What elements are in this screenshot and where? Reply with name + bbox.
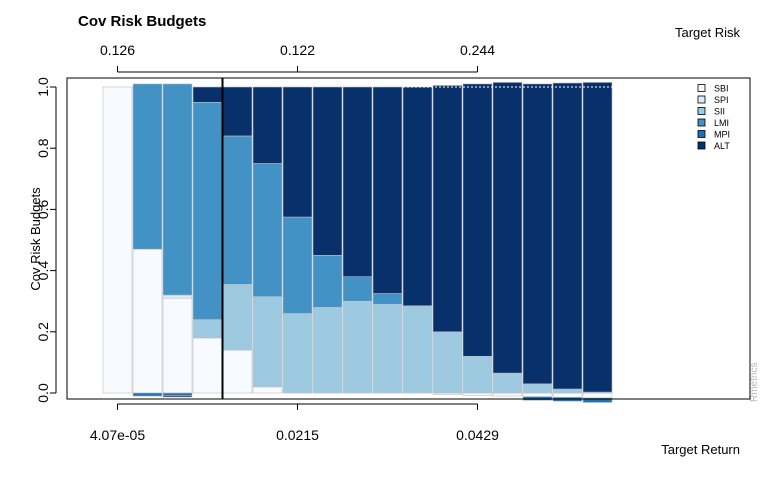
y-tick-label: 0.2 (35, 322, 51, 342)
y-tick-label: 1.0 (35, 77, 51, 97)
bar-segment-alt (162, 395, 193, 398)
bar-segment-alt (402, 86, 433, 307)
bar-segment-alt (282, 86, 313, 218)
bar-segment-mpi (132, 392, 163, 397)
bar-segment-sii (252, 296, 283, 388)
legend-swatch-lmi (697, 118, 706, 127)
bar-segment-sbi (522, 392, 553, 397)
bar-segment-sii (552, 388, 583, 394)
bar-segment-mpi (162, 392, 193, 396)
bar-segment-alt (312, 86, 343, 256)
bar-segment-sbi (102, 86, 133, 394)
bar-segment-sii (462, 355, 493, 394)
y-tick-label: 0.4 (35, 261, 51, 281)
bar-segment-sbi (222, 349, 253, 394)
bar-segment-sii (402, 305, 433, 394)
legend-label-sbi: SBI (714, 84, 729, 94)
bar-segment-alt (432, 85, 463, 333)
bar-segment-sbi (492, 392, 523, 397)
x-tick-label: 0.0215 (276, 427, 319, 443)
bar-segment-lmi (192, 102, 223, 320)
top-tick-label: 0.126 (100, 42, 135, 58)
bar-segment-sii (222, 284, 253, 351)
chart-title: Cov Risk Budgets (78, 13, 206, 30)
bar-segment-alt (342, 86, 373, 278)
legend-swatch-spi (697, 95, 706, 104)
legend-label-spi: SPI (714, 95, 729, 105)
legend-label-lmi: LMI (714, 118, 729, 128)
bar-segment-lmi (162, 83, 193, 296)
bars-group (102, 82, 613, 403)
bar-segment-sii (312, 307, 343, 394)
rmetrics-credit: Rmetrics (749, 363, 760, 402)
bar-segment-lmi (222, 135, 253, 285)
bar-segment-sbi (132, 248, 163, 394)
bar-segment-lmi (312, 255, 343, 308)
legend-swatch-alt (697, 141, 706, 150)
bar-segment-lmi (252, 163, 283, 297)
bar-segment-alt (192, 86, 223, 103)
bar-segment-alt (552, 82, 583, 390)
bar-segment-lmi (342, 276, 373, 302)
top-axis-label: Target Risk (675, 25, 741, 40)
y-tick-label: 0.0 (35, 383, 51, 403)
legend-label-mpi: MPI (714, 130, 730, 140)
bar-segment-sii (342, 300, 373, 394)
bar-segment-sii (522, 383, 553, 394)
bar-segment-mpi (582, 397, 613, 403)
bar-segment-sii (492, 372, 523, 394)
bar-segment-sbi (192, 337, 223, 394)
top-tick-label: 0.122 (280, 42, 315, 58)
bar-segment-alt (522, 83, 553, 385)
bar-segment-alt (222, 86, 253, 137)
y-axis-label: Cov Risk Budgets (28, 187, 43, 291)
legend-swatch-mpi (697, 130, 706, 138)
bar-segment-sii (192, 319, 223, 339)
bar-segment-alt (582, 82, 613, 393)
axes-group: 0.0 0.2 0.4 0.6 0.8 1.0 4.07e-05 0.0215 0.0429 0.… (35, 42, 751, 443)
bar-segment-lmi (132, 83, 163, 250)
legend-label-alt: ALT (714, 141, 730, 151)
bar-segment-alt (462, 83, 493, 357)
x-tick-label: 4.07e-05 (90, 427, 145, 443)
bar-segment-sii (432, 331, 463, 394)
bar-segment-alt (252, 86, 283, 164)
bar-segment-sbi (552, 392, 583, 398)
plot-frame (66, 77, 751, 400)
bar-segment-sii (372, 303, 403, 394)
bar-segment-lmi (372, 293, 403, 305)
legend-swatch-sbi (697, 84, 706, 92)
y-tick-label: 0.6 (35, 199, 51, 219)
x-tick-label: 0.0429 (456, 427, 499, 443)
bar-segment-alt (492, 82, 523, 374)
bar-segment-sbi (252, 386, 283, 394)
bar-segment-alt (372, 86, 403, 294)
top-tick-label: 0.244 (460, 42, 495, 58)
bar-segment-sbi (582, 392, 613, 399)
bar-segment-sii (282, 313, 313, 394)
x-axis-label: Target Return (661, 442, 740, 457)
bar-segment-sbi (162, 297, 193, 394)
bar-segment-spi (162, 294, 193, 299)
bar-segment-sbi (462, 392, 493, 396)
legend-label-sii: SII (714, 107, 725, 117)
bar-segment-lmi (282, 216, 313, 314)
y-tick-label: 0.8 (35, 138, 51, 158)
legend-swatch-sii (697, 107, 706, 115)
